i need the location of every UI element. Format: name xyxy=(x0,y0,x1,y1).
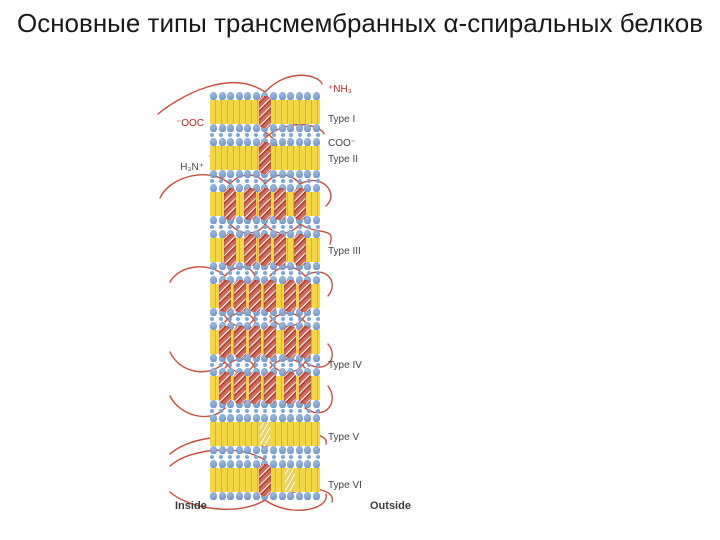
alpha-helix xyxy=(259,464,271,496)
gpi-anchor xyxy=(260,422,270,446)
alpha-helix xyxy=(234,372,246,404)
alpha-helix xyxy=(299,280,311,312)
alpha-helix xyxy=(244,188,256,220)
alpha-helix xyxy=(294,188,306,220)
alpha-helix xyxy=(264,280,276,312)
alpha-helix xyxy=(244,234,256,266)
alpha-helix xyxy=(274,234,286,266)
alpha-helix xyxy=(249,372,261,404)
inside-label: Inside xyxy=(175,500,207,512)
alpha-helix xyxy=(259,142,271,174)
alpha-helix xyxy=(219,280,231,312)
protein-loop xyxy=(265,75,322,92)
alpha-helix xyxy=(259,234,271,266)
membrane-linker xyxy=(210,270,320,276)
membrane-linker xyxy=(210,224,320,230)
membrane-linker xyxy=(210,316,320,322)
membrane-linker xyxy=(210,178,320,184)
type-label: COO⁻ xyxy=(328,138,356,149)
type-label: Type I xyxy=(328,114,355,125)
alpha-helix xyxy=(234,280,246,312)
page-title: Основные типы трансмембранных α-спиральн… xyxy=(0,8,720,39)
gpi-anchor xyxy=(285,468,295,492)
terminal-label: H₃N⁺ xyxy=(180,162,204,173)
alpha-helix xyxy=(219,326,231,358)
alpha-helix xyxy=(249,280,261,312)
alpha-helix xyxy=(259,188,271,220)
alpha-helix xyxy=(224,188,236,220)
alpha-helix xyxy=(284,326,296,358)
alpha-helix xyxy=(259,96,271,128)
outside-label: Outside xyxy=(370,500,411,512)
alpha-helix xyxy=(274,188,286,220)
type-label: Type VI xyxy=(328,480,362,491)
alpha-helix xyxy=(264,326,276,358)
membrane-linker xyxy=(210,362,320,368)
type-label: Type V xyxy=(328,432,359,443)
membrane-diagram: ⁻OOCH₃N⁺⁺NH₃Type ICOO⁻Type IIType IIITyp… xyxy=(210,92,320,500)
alpha-helix xyxy=(299,372,311,404)
type-label: Type IV xyxy=(328,360,362,371)
type-label: Type III xyxy=(328,246,361,257)
type-label: ⁺NH₃ xyxy=(328,84,352,95)
alpha-helix xyxy=(299,326,311,358)
alpha-helix xyxy=(264,372,276,404)
alpha-helix xyxy=(224,234,236,266)
type-label: Type II xyxy=(328,154,358,165)
alpha-helix xyxy=(294,234,306,266)
membrane-linker xyxy=(210,454,320,460)
alpha-helix xyxy=(234,326,246,358)
alpha-helix xyxy=(219,372,231,404)
membrane-linker xyxy=(210,132,320,138)
alpha-helix xyxy=(249,326,261,358)
alpha-helix xyxy=(284,280,296,312)
alpha-helix xyxy=(284,372,296,404)
membrane-linker xyxy=(210,408,320,414)
terminal-label: ⁻OOC xyxy=(176,118,204,129)
